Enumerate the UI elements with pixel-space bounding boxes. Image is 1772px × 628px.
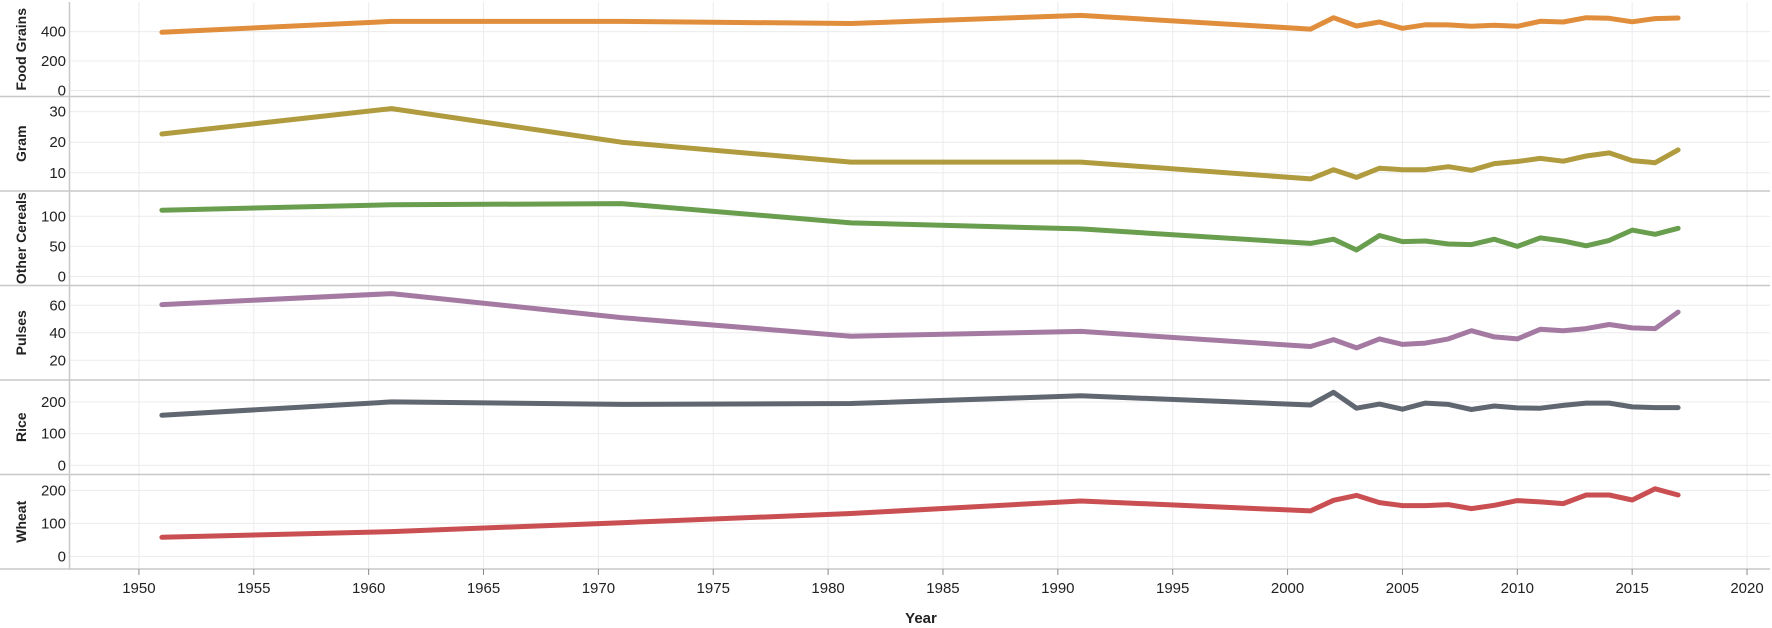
- y-tick-label: 50: [49, 238, 66, 255]
- x-tick-label: 1970: [582, 580, 615, 597]
- y-tick-label: 0: [58, 457, 66, 474]
- x-axis-title: Year: [905, 610, 937, 627]
- x-tick-label: 1995: [1156, 580, 1189, 597]
- y-tick-label: 0: [58, 83, 66, 100]
- x-tick-label: 2010: [1501, 580, 1534, 597]
- y-tick-label: 0: [58, 548, 66, 565]
- x-tick-label: 1985: [926, 580, 959, 597]
- x-tick-label: 2015: [1615, 580, 1648, 597]
- series-line-wheat: [159, 486, 1681, 540]
- series-line-pulses: [159, 291, 1681, 351]
- y-tick-label: 200: [41, 53, 66, 70]
- y-tick-label: 400: [41, 24, 66, 41]
- panel-label-rice: Rice: [13, 412, 29, 442]
- y-tick-label: 100: [41, 426, 66, 443]
- series-line-gram: [159, 106, 1681, 182]
- panel-label-pulses: Pulses: [13, 310, 29, 355]
- y-tick-label: 20: [49, 134, 66, 151]
- x-tick-label: 1980: [811, 580, 844, 597]
- y-tick-label: 200: [41, 482, 66, 499]
- y-tick-label: 30: [49, 104, 66, 121]
- x-tick-label: 2005: [1386, 580, 1419, 597]
- panel-label-gram: Gram: [13, 125, 29, 162]
- y-tick-label: 100: [41, 208, 66, 225]
- x-tick-label: 1990: [1041, 580, 1074, 597]
- y-tick-label: 200: [41, 394, 66, 411]
- x-tick-label: 2020: [1730, 580, 1763, 597]
- y-tick-label: 40: [49, 325, 66, 342]
- x-tick-label: 1955: [237, 580, 270, 597]
- x-tick-label: 2000: [1271, 580, 1304, 597]
- x-tick-label: 1965: [467, 580, 500, 597]
- y-tick-label: 10: [49, 165, 66, 182]
- y-tick-label: 60: [49, 297, 66, 314]
- y-tick-label: 100: [41, 515, 66, 532]
- panel-label-food-grains: Food Grains: [13, 8, 29, 91]
- y-tick-label: 0: [58, 268, 66, 285]
- panel-label-wheat: Wheat: [13, 500, 29, 542]
- x-tick-label: 1975: [697, 580, 730, 597]
- y-tick-label: 20: [49, 352, 66, 369]
- series-line-rice: [159, 389, 1681, 418]
- x-tick-label: 1950: [122, 580, 155, 597]
- series-line-other-cereals: [159, 201, 1681, 253]
- panel-label-other-cereals: Other Cereals: [13, 192, 29, 284]
- series-line-food-grains: [159, 12, 1681, 35]
- x-tick-label: 1960: [352, 580, 385, 597]
